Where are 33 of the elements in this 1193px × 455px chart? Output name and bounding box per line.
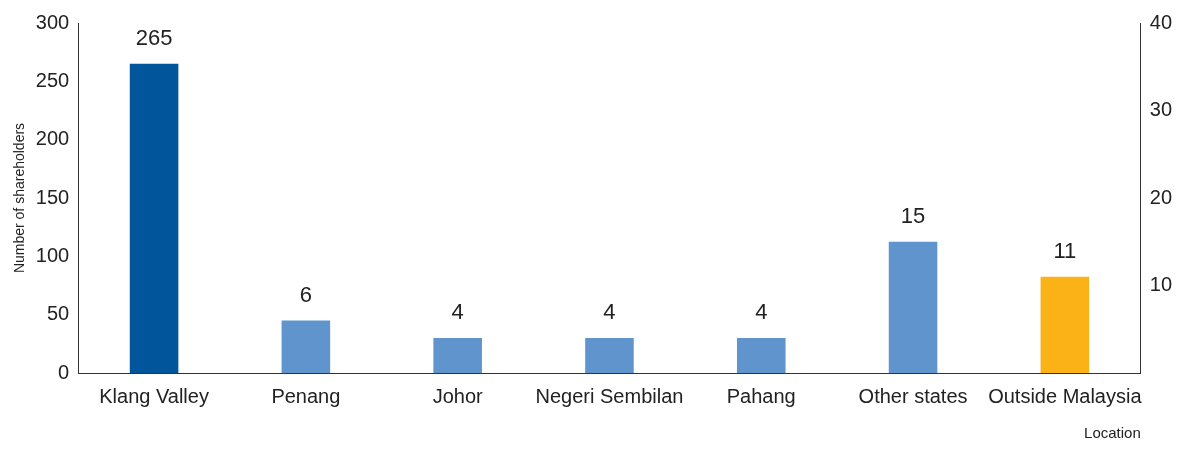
data-label: 15 xyxy=(900,202,926,228)
x-tick-label: Klang Valley xyxy=(99,384,209,407)
data-label: 6 xyxy=(299,281,312,307)
bar xyxy=(888,241,938,373)
y-axis-title: Number of shareholders xyxy=(11,122,28,274)
y2-tick-label: 10 xyxy=(1149,273,1172,296)
y-tick-label: 300 xyxy=(35,10,70,33)
bar xyxy=(585,338,634,373)
data-label: 4 xyxy=(451,299,464,325)
x-tick-label: Negeri Sembilan xyxy=(535,384,684,407)
y2-tick-label: 30 xyxy=(1149,98,1172,121)
y2-tick-label: 20 xyxy=(1149,185,1172,208)
y-tick-label: 0 xyxy=(58,360,70,383)
y-tick-label: 250 xyxy=(35,68,70,91)
bar xyxy=(281,320,331,373)
x-axis-title: Location xyxy=(1084,424,1141,442)
x-tick-label: Penang xyxy=(271,384,341,407)
x-tick-label: Outside Malaysia xyxy=(988,384,1143,407)
x-tick-label: Pahang xyxy=(726,384,796,407)
y-tick-label: 50 xyxy=(46,302,70,325)
y2-tick-label: 40 xyxy=(1149,10,1172,33)
bar xyxy=(433,338,482,373)
x-tick-label: Johor xyxy=(432,384,484,407)
y-tick-label: 100 xyxy=(35,243,70,266)
data-label: 4 xyxy=(755,299,768,325)
data-label: 4 xyxy=(603,299,616,325)
data-label: 265 xyxy=(135,24,173,50)
bar xyxy=(1040,276,1090,373)
x-tick-label: Other states xyxy=(858,384,968,407)
y-tick-label: 150 xyxy=(35,185,70,208)
bar xyxy=(736,338,786,373)
y-tick-label: 200 xyxy=(35,127,70,150)
data-label: 11 xyxy=(1053,237,1077,263)
